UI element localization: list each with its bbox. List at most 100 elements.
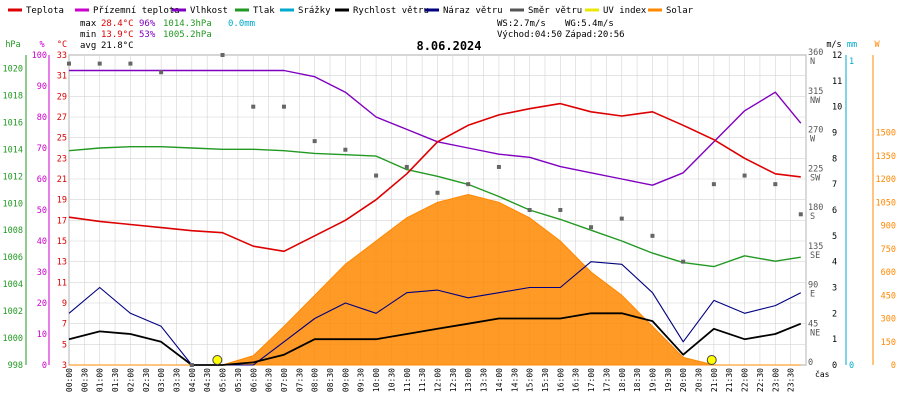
x-tick-label: 06:00 [249,368,258,392]
wind-dir-point [435,190,440,195]
legend-label-2: Vlhkost [190,6,228,16]
wind-dir-point [128,61,133,66]
wind-dir-point [189,363,194,367]
stat-wg: WG:5.4m/s [565,19,614,29]
x-tick-label: 21:30 [725,368,734,392]
axis-degc-tick: 29 [57,92,67,102]
axis-pct-tick: 100 [32,51,47,61]
axis-deg-tick: 180 [808,203,823,213]
x-tick-label: 11:30 [418,368,427,392]
axis-hpa-tick: 1002 [3,307,23,317]
legend-label-5: Rychlost větru [353,6,429,16]
wind-dir-point [404,164,409,169]
axis-hpa-tick: 1020 [3,64,23,74]
axis-w-tick: 900 [881,222,896,232]
axis-hpa-tick: 1006 [3,253,23,263]
x-tick-label: 15:30 [541,368,550,392]
axis-deg-tick: 315 [808,87,823,97]
wind-dir-point [711,182,716,187]
axis-ms-tick: 0 [832,361,837,371]
wind-dir-point [220,53,225,57]
grid [68,54,807,366]
axis-degc-tick: 15 [57,237,67,247]
sunset-marker [706,355,717,365]
legend-label-6: Náraz větru [443,6,503,16]
stat-sunrise: Východ:04:50 [497,30,562,40]
axis-pct-tick: 0 [42,361,47,371]
x-tick-label: 17:00 [587,368,596,392]
wind-dir-point [798,212,803,217]
axis-degc-tick: 21 [57,175,67,185]
x-tick-label: 21:00 [710,368,719,392]
x-tick-label: 07:00 [280,368,289,392]
axis-pct-tick: 70 [37,144,47,154]
legend-label-3: Tlak [253,6,275,16]
x-tick-label: 16:30 [572,368,581,392]
wind-dir-point [466,182,471,187]
axis-ms-tick: 1 [832,335,837,345]
wind-dir-point [589,225,594,230]
wind-dir-point [251,104,256,109]
axis-pct-tick: 20 [37,299,47,309]
axis-w-tick: 450 [881,291,896,301]
axis-ms-label: m/s [826,40,841,50]
axis-hpa-tick: 1000 [3,334,23,344]
stat-min-hum: 53% [139,30,156,40]
stat-min-label: min [80,30,96,40]
legend-label-0: Teplota [26,6,64,16]
wind-dir-point [159,70,164,75]
axis-ms-tick: 7 [832,180,837,190]
x-tick-label: 11:00 [403,368,412,392]
x-tick-label: 22:30 [756,368,765,392]
wind-dir-point [97,61,102,66]
axis-w-tick: 1500 [876,129,896,139]
x-tick-label: 05:00 [219,368,228,392]
x-tick-label: 10:00 [372,368,381,392]
stat-max-temp: 28.4°C [101,19,134,29]
x-tick-label: 23:00 [771,368,780,392]
legend: Teplota Přízemní teplota Vlhkost Tlak Srážky… [8,6,694,16]
x-tick-label: 03:00 [157,368,166,392]
axis-deg-tick: 225 [808,164,823,174]
axis-mm-label: mm [847,40,857,50]
axis-deg-label: SW [810,173,821,183]
legend-label-9: Solar [666,6,694,16]
x-tick-label: 18:00 [618,368,627,392]
axis-deg-tick: 45 [808,319,818,329]
axis-pct-tick: 40 [37,237,47,247]
axis-hpa-tick: 1018 [3,91,23,101]
wind-dir-point [496,164,501,169]
wind-dir-point [527,208,532,212]
axis-deg-label: SE [810,251,820,261]
axis-degc-tick: 13 [57,258,67,268]
x-tick-label: 08:00 [311,368,320,392]
axis-ms-tick: 2 [832,309,837,319]
x-tick-label: 08:30 [326,368,335,392]
axis-w-tick: 300 [881,315,896,325]
axis-w-tick: 750 [881,245,896,255]
stat-avg-label: avg [80,41,96,51]
wind-dir-point [281,104,286,109]
axis-ms-tick: 4 [832,258,837,268]
axis-pct-tick: 50 [37,206,47,216]
axis-w-tick: 1050 [876,198,896,208]
chart-title: 8.06.2024 [416,39,481,53]
stat-min-temp: 13.9°C [101,30,134,40]
axes: hPa% °C9981000100210041006100810101012101… [3,40,896,371]
axis-degc-tick: 7 [62,320,67,330]
x-axis: 00:00 00:30 01:00 01:30 02:00 02:30 03:00 03:30… [65,368,796,392]
x-tick-label: 09:30 [357,368,366,392]
legend-label-7: Směr větru [528,6,582,16]
axis-deg-label: NE [810,328,820,338]
x-tick-label: 04:00 [188,368,197,392]
axis-degc-tick: 33 [57,51,67,61]
axis-degc-tick: 17 [57,216,67,226]
x-tick-label: 10:30 [387,368,396,392]
x-tick-label: 00:30 [80,368,89,392]
axis-w-tick: 150 [881,338,896,348]
axis-ms-tick: 9 [832,129,837,139]
axis-deg-label: W [810,135,816,145]
axis-pct-tick: 80 [37,113,47,123]
axis-w-tick: 1350 [876,152,896,162]
